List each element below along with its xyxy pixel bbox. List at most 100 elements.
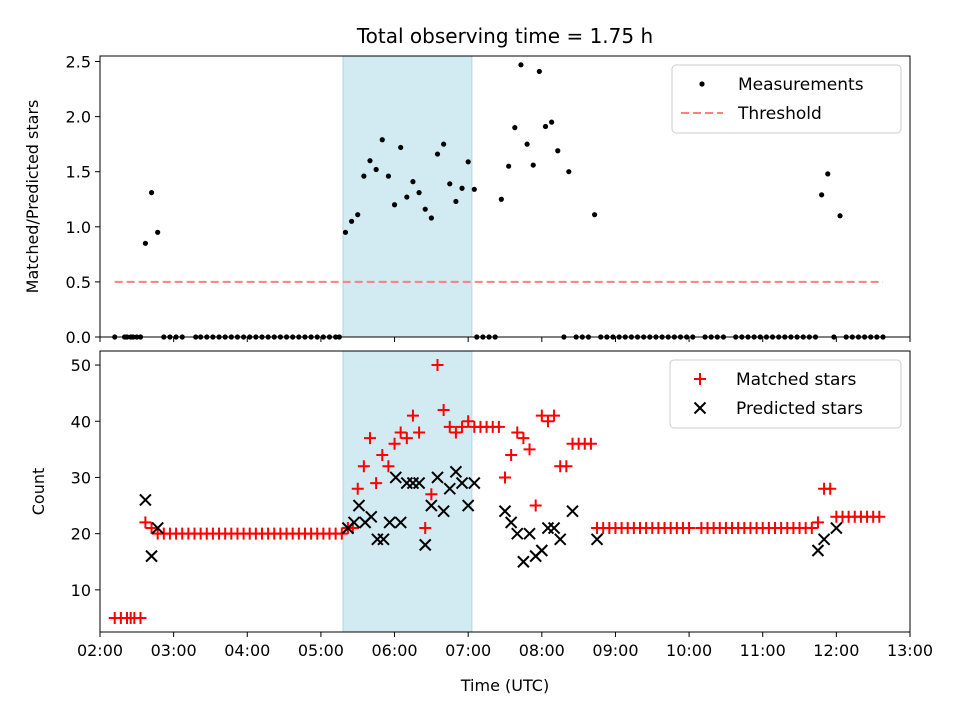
measurement-point: [422, 206, 428, 212]
matched-star-point: [419, 522, 432, 535]
matched-star-point: [529, 499, 542, 512]
matched-star-point: [376, 448, 389, 461]
x-axis-label: Time (UTC): [460, 676, 549, 695]
measurement-point: [428, 215, 434, 221]
predicted-star-point: [535, 544, 549, 557]
plot-frame: [99, 350, 911, 633]
predicted-star-point: [377, 533, 390, 546]
predicted-star-point: [590, 533, 604, 546]
measurement-point: [410, 179, 416, 185]
measurement-point: [555, 148, 561, 154]
measurement-point: [367, 158, 373, 164]
measurement-point: [385, 173, 392, 179]
y-tick-label: 40: [71, 412, 91, 431]
x-tick-label: 03:00: [151, 641, 197, 660]
measurement-point: [825, 171, 831, 177]
matched-star-point: [351, 482, 364, 495]
predicted-star-point: [431, 471, 444, 484]
x-tick-label: 12:00: [813, 641, 859, 660]
top-panel: 0.0 0.5 1.0 1.5 2.0 2.5 Matched/Predicted star…: [23, 53, 911, 347]
predicted-star-point: [541, 521, 555, 535]
y-tick-label: 1.5: [66, 163, 91, 182]
y-tick-label: 2.0: [66, 108, 91, 127]
matched-star-point: [443, 420, 456, 433]
predicted-star-point: [151, 521, 164, 535]
legend: Measurements Threshold: [671, 64, 902, 134]
predicted-star-point: [449, 465, 463, 479]
legend-plus-icon: [694, 373, 706, 385]
measurement-point: [342, 229, 349, 235]
matched-star-point: [456, 420, 469, 433]
plot-frame: [99, 55, 911, 338]
measurement-point: [373, 166, 379, 173]
x-tick-label: 08:00: [519, 641, 565, 660]
measurement-point: [447, 181, 453, 187]
highlight-span: [342, 350, 473, 633]
predicted-star-point: [547, 521, 561, 535]
predicted-star-point: [425, 499, 438, 512]
matched-star-point: [462, 415, 475, 428]
measurement-point: [148, 190, 155, 196]
predicted-star-point: [455, 476, 469, 490]
predicted-star-point: [517, 555, 530, 568]
measurement-point: [459, 185, 465, 191]
measurement-point: [524, 141, 530, 147]
matched-star-point: [541, 415, 554, 428]
measurement-point: [506, 163, 512, 169]
y-tick-label: 0.0: [66, 328, 91, 347]
matched-star-point: [413, 426, 426, 439]
predicted-star-point: [498, 504, 512, 518]
matched-star-point: [425, 488, 438, 501]
bottom-y-axis-label: Count: [29, 468, 48, 516]
matched-star-point: [505, 448, 518, 461]
measurement-point: [837, 213, 843, 219]
y-tick-label: 50: [71, 356, 91, 375]
y-tick-label: 20: [71, 525, 91, 544]
x-tick-label: 05:00: [298, 641, 344, 660]
legend: Matched stars Predicted stars: [669, 359, 902, 429]
y-tick-label: 0.5: [66, 273, 91, 292]
matched-star-point: [517, 432, 530, 445]
predicted-star-point: [523, 527, 536, 540]
matched-star-point: [511, 426, 524, 439]
measurement-point: [498, 196, 504, 202]
matched-star-point: [449, 426, 462, 439]
predicted-star-point: [554, 533, 567, 546]
legend-box: [671, 64, 902, 134]
y-tick-label: 30: [71, 468, 91, 487]
measurement-point: [542, 123, 549, 130]
legend-label: Threshold: [737, 104, 822, 124]
matched-star-point: [364, 432, 376, 445]
legend-box: [669, 359, 902, 429]
predicted-star-point: [811, 544, 825, 557]
legend-label: Measurements: [738, 75, 864, 95]
matched-star-point: [388, 437, 401, 450]
matched-star-point: [873, 510, 886, 523]
measurement-point: [819, 192, 825, 198]
bottom-panel: 10 20 30 40 50 02:00 03:00 04:00 05:00 06:00 07:00…: [29, 350, 933, 660]
measurement-point: [355, 212, 361, 218]
measurement-point: [512, 125, 518, 131]
measurement-point: [361, 173, 367, 179]
x-tick-label: 04:00: [224, 641, 270, 660]
predicted-star-point: [437, 504, 450, 518]
matched-star-point: [134, 611, 147, 624]
matched-star-point: [560, 460, 573, 473]
measurement-point: [155, 229, 161, 235]
predicted-star-point: [504, 516, 518, 529]
predicted-star-point: [412, 476, 426, 490]
measurement-point: [465, 159, 471, 165]
matched-star-point: [492, 420, 505, 433]
predicted-star-point: [419, 538, 432, 552]
predicted-star-point: [830, 521, 843, 535]
predicted-star-point: [347, 516, 361, 529]
matched-star-point: [548, 409, 561, 422]
legend-label: Matched stars: [736, 370, 856, 390]
matched-star-point: [335, 527, 348, 540]
chart-title: Total observing time = 1.75 h: [356, 24, 653, 48]
measurement-point: [434, 151, 441, 157]
matched-star-point: [535, 409, 548, 422]
measurement-point: [404, 194, 410, 200]
measurement-point: [348, 218, 355, 224]
